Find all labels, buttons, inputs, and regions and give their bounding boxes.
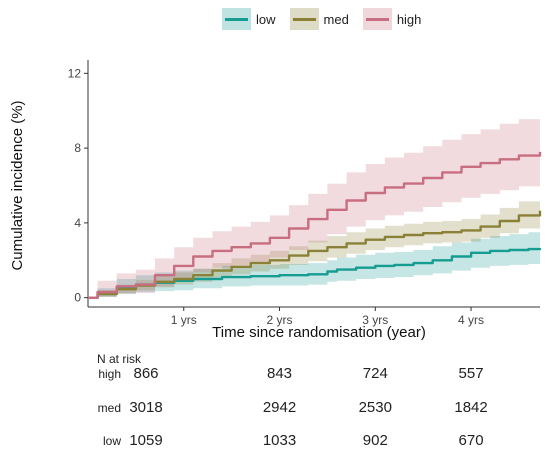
series-line-high xyxy=(88,151,542,299)
y-tick-label-4: 4 xyxy=(74,216,81,230)
risk-value-high-4: 557 xyxy=(458,365,484,382)
ci-band-low xyxy=(88,232,540,298)
x-tick-label-3: 3 yrs xyxy=(362,313,388,327)
legend: low med high xyxy=(222,8,429,30)
legend-item-high: high xyxy=(362,8,430,30)
legend-key-high xyxy=(362,8,392,30)
legend-label-high: high xyxy=(396,11,422,27)
x-tick-label-1: 1 yrs xyxy=(171,313,197,327)
legend-label-med: med xyxy=(323,11,349,27)
risk-value-high-1: 866 xyxy=(133,365,159,382)
risk-value-med-4: 1842 xyxy=(454,399,488,416)
risk-value-low-3: 902 xyxy=(362,432,388,449)
risk-value-med-2: 2942 xyxy=(262,399,297,416)
y-tick-label-12: 12 xyxy=(68,66,82,80)
x-axis-label: Time since randomisation (year) xyxy=(212,324,426,341)
risk-value-med-1: 3018 xyxy=(129,399,163,416)
risk-row-label-high: high xyxy=(98,367,121,381)
x-tick-label-4: 4 yrs xyxy=(458,313,484,327)
risk-value-med-3: 2530 xyxy=(358,399,392,416)
x-tick-label-2: 2 yrs xyxy=(267,313,293,327)
incidence-chart: 0 4 8 12 1 yrs 2 yrs 3 yrs 4 yrs Time since rand… xyxy=(9,60,542,341)
risk-table-title: N at risk xyxy=(97,352,142,366)
legend-item-med: med xyxy=(289,8,357,30)
risk-row-label-low: low xyxy=(102,434,121,448)
legend-item-low: low xyxy=(222,8,284,30)
ci-band-med xyxy=(88,195,540,298)
ci-band-high xyxy=(88,113,540,298)
risk-value-high-3: 724 xyxy=(362,365,388,382)
risk-value-high-2: 843 xyxy=(267,365,293,382)
risk-value-low-4: 670 xyxy=(458,432,484,449)
y-tick-label-0: 0 xyxy=(74,291,81,305)
legend-key-med xyxy=(289,8,319,30)
risk-value-low-1: 1059 xyxy=(129,432,163,449)
risk-value-low-2: 1033 xyxy=(262,432,297,449)
y-axis-label: Cumulative incidence (%) xyxy=(9,100,26,270)
legend-key-low xyxy=(222,8,251,30)
risk-row-label-med: med xyxy=(97,401,121,415)
y-tick-label-8: 8 xyxy=(74,141,81,155)
legend-label-low: low xyxy=(256,11,276,27)
